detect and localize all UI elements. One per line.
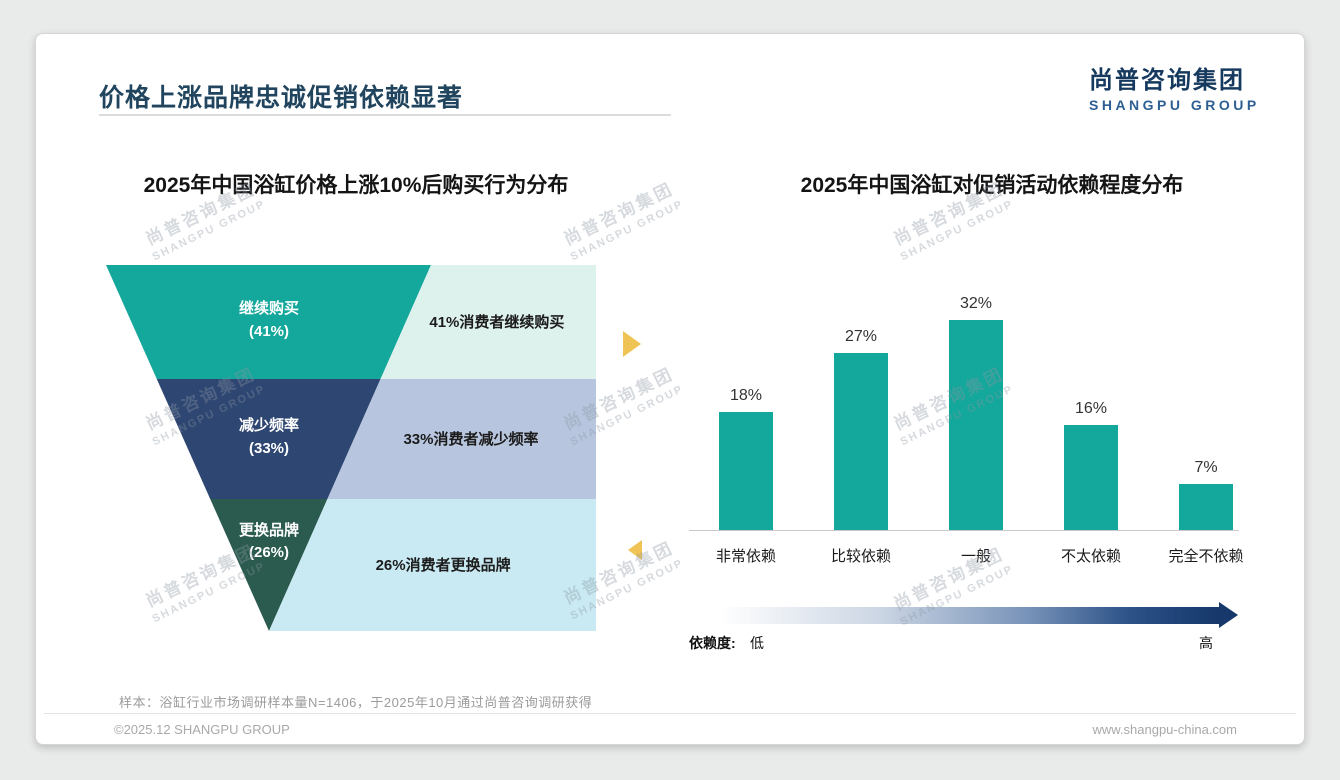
arrow-right-icon	[623, 331, 641, 357]
funnel-note-label: 41%消费者继续购买	[429, 314, 565, 331]
company-logo-cn: 尚普咨询集团	[1089, 67, 1245, 94]
funnel-layer-label: 继续购买 (41%)	[106, 298, 432, 343]
bar-category-label: 不太依赖	[1060, 548, 1121, 565]
page-title: 价格上涨品牌忠诚促销依赖显著	[99, 84, 464, 112]
funnel-chart-title: 2025年中国浴缸价格上涨10%后购买行为分布	[143, 174, 569, 197]
bar	[1179, 484, 1233, 530]
bar-category-label: 完全不依赖	[1168, 548, 1244, 565]
funnel-layer-value: (41%)	[248, 322, 289, 340]
footer-divider	[44, 713, 1296, 714]
bar-category-label: 一般	[960, 548, 991, 565]
bar	[834, 353, 888, 530]
funnel-layer-value: (26%)	[248, 544, 289, 562]
bar-chart-title: 2025年中国浴缸对促销活动依赖程度分布	[800, 174, 1184, 197]
dependency-gradient-arrow-icon	[719, 602, 1238, 628]
funnel-layer-name: 减少频率	[238, 417, 299, 434]
bar	[1064, 425, 1118, 530]
bar-value-label: 18%	[729, 387, 763, 404]
funnel-layer-name: 继续购买	[238, 300, 299, 317]
company-logo-en: SHANGPU GROUP	[1089, 97, 1260, 113]
bar-column: 16%	[1064, 400, 1118, 530]
bar-column: 7%	[1179, 459, 1233, 530]
bar	[719, 412, 773, 530]
funnel-note-box-3	[269, 499, 596, 631]
bar	[949, 320, 1003, 530]
funnel-note-label: 33%消费者减少频率	[403, 431, 539, 448]
bar-value-label: 16%	[1074, 400, 1108, 417]
dependency-axis-label: 依赖度:	[689, 635, 736, 651]
bar-value-label: 27%	[844, 328, 878, 345]
funnel-layer-name: 更换品牌	[238, 521, 299, 539]
bar-chart-categories: 非常依赖 比较依赖 一般 不太依赖 完全不依赖	[689, 545, 1244, 567]
arrow-left-icon	[628, 540, 642, 560]
dependency-high-label: 高	[1199, 635, 1213, 651]
funnel-layer-label: 减少频率 (33%)	[106, 415, 432, 460]
funnel-note-box-2	[327, 379, 596, 499]
dependency-low-label: 低	[750, 635, 764, 651]
footer-copyright: ©2025.12 SHANGPU GROUP	[114, 722, 290, 737]
company-logo: 尚普咨询集团 SHANGPU GROUP	[1089, 60, 1260, 113]
footer-website: www.shangpu-china.com	[1092, 722, 1237, 737]
bar-value-label: 7%	[1194, 459, 1218, 476]
funnel-layer-label: 更换品牌 (26%)	[106, 520, 432, 565]
watermark-text-en: SHANGPU GROUP	[568, 197, 686, 264]
bar-value-label: 32%	[959, 295, 993, 312]
bar-chart-plot: 18% 27% 32% 16% 7%	[689, 276, 1239, 531]
bar-column: 27%	[834, 328, 888, 530]
bar-column: 18%	[719, 387, 773, 530]
funnel-chart: 继续购买 (41%) 41%消费者继续购买减少频率 (33%) 33%消费者减少频率更换…	[106, 265, 596, 631]
slide-card: 尚普咨询集团 SHANGPU GROUP 尚普咨询集团 SHANGPU GROUP 尚普…	[35, 33, 1305, 745]
funnel-layer-1	[106, 265, 431, 379]
sample-footnote: 样本：浴缸行业市场调研样本量N=1406，于2025年10月通过尚普咨询调研获得	[119, 695, 593, 710]
title-underline	[99, 114, 671, 116]
watermark-text-en: SHANGPU GROUP	[898, 197, 1016, 264]
bar-column: 32%	[949, 295, 1003, 530]
watermark-text-en: SHANGPU GROUP	[150, 197, 268, 264]
bar-category-label: 比较依赖	[830, 548, 891, 565]
footer: ©2025.12 SHANGPU GROUP www.shangpu-china…	[114, 722, 1237, 737]
bar-category-label: 非常依赖	[715, 548, 776, 565]
funnel-layer-value: (33%)	[248, 439, 289, 457]
funnel-note-label: 26%消费者更换品牌	[375, 557, 511, 574]
